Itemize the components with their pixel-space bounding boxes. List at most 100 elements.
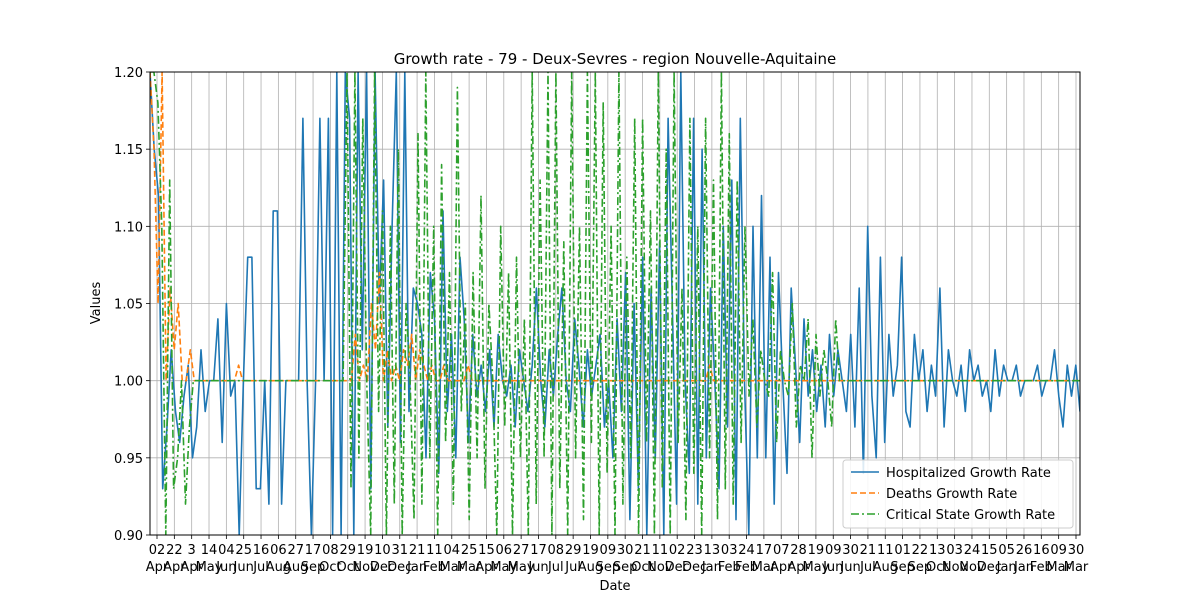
x-tick-day-label: 17 bbox=[530, 543, 547, 558]
x-tick-month-label: Jun bbox=[839, 560, 860, 575]
x-tick-month-label: Dec bbox=[665, 560, 690, 575]
x-tick-month-label: Sep bbox=[301, 560, 326, 575]
x-tick-month-label: Sep bbox=[596, 560, 621, 575]
x-tick-day-label: 19 bbox=[357, 543, 374, 558]
x-tick-day-label: 24 bbox=[738, 543, 755, 558]
x-tick-day-label: 15 bbox=[981, 543, 998, 558]
x-tick-day-label: 27 bbox=[287, 543, 304, 558]
x-tick-month-label: Jul bbox=[859, 560, 876, 575]
x-tick-month-label: Feb bbox=[423, 560, 446, 575]
x-tick-month-label: May bbox=[490, 560, 517, 575]
x-tick-day-label: 25 bbox=[235, 543, 252, 558]
x-tick-day-label: 09 bbox=[600, 543, 617, 558]
x-tick-month-label: Sep bbox=[908, 560, 933, 575]
x-tick-month-label: Jul bbox=[547, 560, 564, 575]
x-tick-month-label: Mar bbox=[457, 560, 482, 575]
x-tick-day-label: 28 bbox=[790, 543, 807, 558]
y-tick-label: 1.20 bbox=[114, 66, 143, 81]
x-tick-day-label: 22 bbox=[912, 543, 929, 558]
x-tick-month-label: Mar bbox=[440, 560, 465, 575]
y-tick-label: 0.95 bbox=[114, 452, 143, 467]
x-tick-month-label: Dec bbox=[977, 560, 1002, 575]
x-tick-month-label: Dec bbox=[682, 560, 707, 575]
x-tick-day-label: 04 bbox=[218, 543, 235, 558]
legend: Hospitalized Growth Rate Deaths Growth Ra… bbox=[842, 459, 1074, 529]
y-tick-label: 1.10 bbox=[114, 220, 143, 235]
y-tick-label: 1.15 bbox=[114, 143, 143, 158]
x-tick-day-label: 07 bbox=[773, 543, 790, 558]
x-tick-day-label: 08 bbox=[548, 543, 565, 558]
x-tick-day-label: 13 bbox=[704, 543, 721, 558]
series-line-2 bbox=[150, 72, 1080, 535]
x-tick-month-label: Oct bbox=[926, 560, 948, 575]
x-tick-month-label: May bbox=[508, 560, 535, 575]
x-tick-month-label: Dec bbox=[387, 560, 412, 575]
x-tick-day-label: 13 bbox=[929, 543, 946, 558]
x-tick-day-label: 27 bbox=[513, 543, 530, 558]
x-tick-day-label: 30 bbox=[1068, 543, 1085, 558]
x-tick-day-label: 06 bbox=[496, 543, 513, 558]
x-tick-day-label: 09 bbox=[825, 543, 842, 558]
x-tick-day-label: 02 bbox=[669, 543, 686, 558]
legend-box bbox=[842, 459, 1074, 529]
x-tick-month-label: Jan bbox=[701, 560, 722, 575]
x-tick-day-label: 08 bbox=[322, 543, 339, 558]
x-tick-month-label: Apr bbox=[163, 560, 186, 575]
x-tick-month-label: Jan bbox=[996, 560, 1017, 575]
x-tick-month-label: Mar bbox=[752, 560, 777, 575]
x-tick-day-label: 29 bbox=[565, 543, 582, 558]
y-axis-ticks: 0.90 0.95 1.00 1.05 1.10 1.15 1.20 bbox=[114, 66, 150, 544]
x-tick-month-label: Sep bbox=[890, 560, 915, 575]
x-tick-day-label: 29 bbox=[339, 543, 356, 558]
x-tick-day-label: 19 bbox=[582, 543, 599, 558]
x-tick-day-label: 04 bbox=[444, 543, 461, 558]
x-tick-day-label: 24 bbox=[964, 543, 981, 558]
x-tick-month-label: Nov bbox=[942, 560, 968, 575]
x-tick-month-label: Jan bbox=[406, 560, 427, 575]
x-tick-day-label: 3 bbox=[188, 543, 196, 558]
x-tick-day-label: 14 bbox=[201, 543, 218, 558]
series-lines bbox=[150, 72, 1080, 535]
x-tick-day-label: 15 bbox=[478, 543, 495, 558]
y-axis-label: Values bbox=[89, 282, 104, 325]
x-tick-month-label: May bbox=[196, 560, 223, 575]
x-tick-month-label: Oct bbox=[336, 560, 358, 575]
x-tick-day-label: 31 bbox=[391, 543, 408, 558]
x-tick-month-label: Nov bbox=[647, 560, 673, 575]
x-tick-month-label: Aug bbox=[578, 560, 603, 575]
x-tick-month-label: Nov bbox=[959, 560, 985, 575]
x-tick-month-label: Apr bbox=[475, 560, 498, 575]
x-tick-month-label: Feb bbox=[1030, 560, 1053, 575]
x-tick-month-label: Apr bbox=[770, 560, 793, 575]
x-tick-month-label: Feb bbox=[735, 560, 758, 575]
legend-entry-0: Hospitalized Growth Rate bbox=[886, 466, 1051, 481]
legend-entry-1: Deaths Growth Rate bbox=[886, 487, 1017, 502]
x-tick-month-label: Jun bbox=[215, 560, 236, 575]
x-tick-day-label: 10 bbox=[374, 543, 391, 558]
x-tick-day-label: 05 bbox=[998, 543, 1015, 558]
x-tick-month-label: Mar bbox=[1064, 560, 1089, 575]
x-tick-day-label: 22 bbox=[166, 543, 183, 558]
x-tick-month-label: Apr bbox=[787, 560, 810, 575]
x-tick-month-label: Jun bbox=[822, 560, 843, 575]
x-tick-month-label: Jul bbox=[252, 560, 269, 575]
x-tick-month-label: Oct bbox=[319, 560, 341, 575]
x-tick-month-label: Apr bbox=[146, 560, 169, 575]
y-tick-label: 0.90 bbox=[114, 529, 143, 544]
chart-title: Growth rate - 79 - Deux-Sevres - region … bbox=[394, 50, 837, 68]
x-tick-month-label: Dec bbox=[370, 560, 395, 575]
x-tick-day-label: 06 bbox=[270, 543, 287, 558]
x-tick-day-label: 23 bbox=[686, 543, 703, 558]
x-tick-month-label: Aug bbox=[266, 560, 291, 575]
x-tick-day-label: 25 bbox=[461, 543, 478, 558]
x-tick-month-label: Jul bbox=[564, 560, 581, 575]
x-tick-day-label: 03 bbox=[721, 543, 738, 558]
x-tick-month-label: Feb bbox=[718, 560, 741, 575]
x-tick-month-label: Jun bbox=[233, 560, 254, 575]
x-tick-day-label: 03 bbox=[946, 543, 963, 558]
x-tick-month-label: Sep bbox=[613, 560, 638, 575]
x-tick-day-label: 21 bbox=[409, 543, 426, 558]
x-tick-month-label: Oct bbox=[631, 560, 653, 575]
x-tick-day-label: 19 bbox=[808, 543, 825, 558]
x-axis-ticks: 02Apr22Apr3Apr14May04Jun25Jun16Jul06Aug2… bbox=[146, 535, 1089, 575]
